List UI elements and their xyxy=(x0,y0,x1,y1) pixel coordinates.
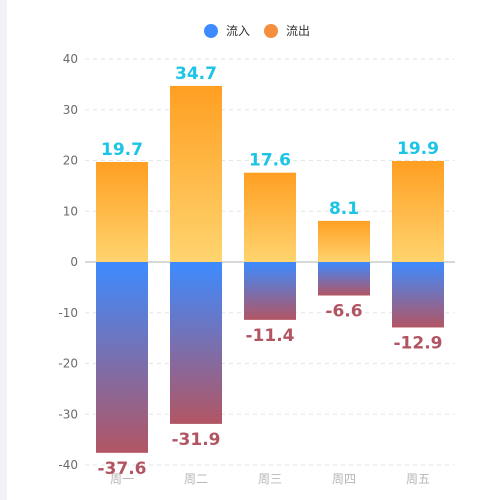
x-tick-label: 周二 xyxy=(184,472,208,486)
y-tick-label: -20 xyxy=(58,357,78,371)
bar-inflow[interactable] xyxy=(170,262,222,424)
data-label: 19.9 xyxy=(397,139,439,159)
y-axis: 40 30 20 10 0 -10 -20 -30 -40 xyxy=(58,52,78,472)
data-labels: -37.6 -31.9 -11.4 -6.6 -12.9 19.7 34.7 17.6 8.1 1… xyxy=(98,64,443,479)
legend-swatch xyxy=(264,24,278,38)
data-label: 8.1 xyxy=(329,199,359,219)
bar-inflow[interactable] xyxy=(244,262,296,320)
bar-outflow[interactable] xyxy=(392,161,444,262)
data-label: 17.6 xyxy=(249,151,291,171)
bar-outflow[interactable] xyxy=(96,162,148,262)
legend-label: 流出 xyxy=(286,24,310,38)
bar-inflow[interactable] xyxy=(318,262,370,296)
y-tick-label: 10 xyxy=(63,204,78,218)
legend-label: 流入 xyxy=(226,24,250,38)
x-tick-label: 周一 xyxy=(110,472,134,486)
bar-outflow[interactable] xyxy=(318,220,370,262)
data-label: -31.9 xyxy=(172,430,221,450)
bar-inflow[interactable] xyxy=(392,262,444,328)
bars xyxy=(96,85,444,453)
y-tick-label: 40 xyxy=(63,52,78,66)
y-tick-label: 20 xyxy=(63,154,78,168)
y-tick-label: 30 xyxy=(63,103,78,117)
x-tick-label: 周四 xyxy=(332,472,356,486)
legend[interactable]: 流入 流出 xyxy=(204,24,310,38)
x-axis: 周一 周二 周三 周四 周五 xyxy=(110,472,430,486)
data-label: -11.4 xyxy=(246,326,295,346)
x-tick-label: 周五 xyxy=(406,472,430,486)
data-label: -37.6 xyxy=(98,459,147,479)
data-label: -6.6 xyxy=(325,301,362,321)
data-label: 34.7 xyxy=(175,64,217,84)
bar-outflow[interactable] xyxy=(170,85,222,263)
y-tick-label: 0 xyxy=(70,255,78,269)
y-tick-label: -10 xyxy=(58,306,78,320)
legend-item[interactable]: 流入 xyxy=(204,24,250,38)
y-tick-label: -40 xyxy=(58,458,78,472)
y-tick-label: -30 xyxy=(58,407,78,421)
data-label: 19.7 xyxy=(101,140,143,160)
bar-outflow[interactable] xyxy=(244,172,296,262)
x-tick-label: 周三 xyxy=(258,472,282,486)
data-label: -12.9 xyxy=(394,333,443,353)
bar-inflow[interactable] xyxy=(96,262,148,453)
left-sidebar-strip xyxy=(0,0,7,500)
legend-swatch xyxy=(204,24,218,38)
legend-item[interactable]: 流出 xyxy=(264,24,310,38)
